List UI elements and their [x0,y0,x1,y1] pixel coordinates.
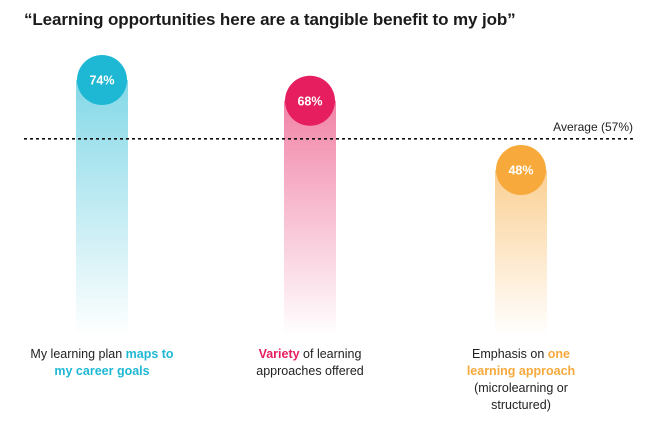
value-marker-1 [77,55,127,105]
category-label-1: My learning plan maps to my career goals [30,347,174,378]
average-label: Average (57%) [553,120,633,134]
data-label-1: 74% [89,74,114,88]
category-label-3: Emphasis on one learning approach (micro… [466,347,576,412]
bar-2 [284,100,336,337]
value-marker-3 [496,145,546,195]
bar-1 [76,80,128,336]
value-marker-2 [285,75,335,126]
data-label-2: 68% [297,94,322,108]
chart-title: “Learning opportunities here are a tangi… [24,10,516,29]
data-label-3: 48% [508,164,533,178]
bar-3 [495,170,547,336]
category-label-2: Variety of learning approaches offered [256,347,364,378]
